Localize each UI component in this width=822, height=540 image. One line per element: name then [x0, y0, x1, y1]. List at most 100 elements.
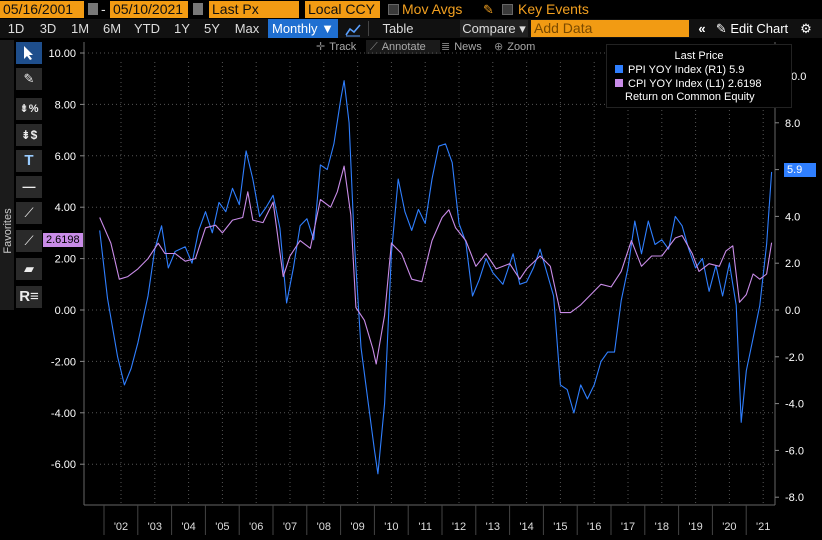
collapse-chevron-icon[interactable]: «	[698, 21, 706, 36]
x-tick-label: '04	[181, 521, 195, 533]
range-6m[interactable]: 6M	[102, 21, 122, 36]
legend-cpi[interactable]: CPI YOY Index (L1) 2.6198	[615, 78, 762, 90]
price-field-select[interactable]: Last Px	[209, 1, 299, 18]
pen-tool-icon[interactable]: ✎	[16, 68, 42, 90]
series-lines	[99, 80, 773, 475]
range-max[interactable]: Max	[234, 21, 260, 36]
legend-ppi-label: PPI YOY Index (R1) 5.9	[628, 64, 745, 76]
track-button[interactable]: ✛ Track	[316, 40, 356, 54]
legend: Last Price PPI YOY Index (R1) 5.9 CPI YO…	[606, 44, 792, 108]
right-tick-label: 2.0	[785, 258, 800, 270]
legend-cpi-label: CPI YOY Index (L1) 2.6198	[628, 78, 762, 90]
crosshair-icon: ✛	[316, 41, 326, 53]
mov-avgs-label: Mov Avgs	[402, 1, 463, 17]
track-label: Track	[329, 41, 357, 53]
right-tick-label: -8.0	[785, 492, 804, 504]
range-1m[interactable]: 1M	[70, 21, 90, 36]
x-tick-label: '07	[283, 521, 297, 533]
horizontal-line-icon[interactable]: —	[16, 176, 42, 198]
range-5y[interactable]: 5Y	[204, 21, 220, 36]
annotate-button[interactable]: ⟋ Annotate	[366, 40, 440, 54]
x-tick-label: '16	[587, 521, 601, 533]
key-events-checkbox[interactable]	[502, 4, 513, 15]
x-tick-label: '03	[148, 521, 162, 533]
x-tick-label: '19	[688, 521, 702, 533]
right-tick-label: 0.0	[785, 305, 800, 317]
start-date-field[interactable]: 05/16/2001	[0, 1, 84, 18]
range-1y[interactable]: 1Y	[174, 21, 190, 36]
trend-line-icon[interactable]: ⟋	[16, 202, 42, 224]
left-tick-label: -4.00	[51, 408, 76, 420]
right-tick-label: -2.0	[785, 352, 804, 364]
ppi-last-tag: 5.9	[784, 163, 816, 177]
end-date-field[interactable]: 05/10/2021	[110, 1, 188, 18]
right-tick-label: 8.0	[785, 118, 800, 130]
x-tick-label: '14	[519, 521, 533, 533]
legend-header: Last Price	[674, 50, 724, 62]
left-tick-label: 6.00	[55, 151, 76, 163]
ray-line-icon[interactable]: ⟋	[16, 230, 42, 252]
x-tick-label: '15	[553, 521, 567, 533]
cpi-yoy-index-line	[99, 165, 773, 365]
ppi-swatch	[615, 65, 623, 73]
range-toolbar: 1D 3D 1M 6M YTD 1Y 5Y Max Monthly ▼ Tabl…	[0, 19, 822, 38]
favorites-label[interactable]: Favorites	[2, 208, 14, 254]
edit-chart-button[interactable]: ✎ Edit Chart	[712, 19, 792, 38]
axes: '02 '03 '04 '05 '06 '07 '08 '09 '10 '11 '12 '13 '14 '…	[48, 42, 806, 535]
x-tick-label: '08	[317, 521, 331, 533]
left-tick-label: 0.00	[55, 305, 76, 317]
add-data-input[interactable]: Add Data	[531, 20, 689, 37]
left-tick-label: 2.00	[55, 254, 76, 266]
cpi-swatch	[615, 79, 623, 87]
x-tick-label: '09	[350, 521, 364, 533]
dollar-tool-icon[interactable]: ⇟$	[16, 124, 42, 146]
calendar-icon[interactable]	[88, 3, 98, 15]
chart-type-icon[interactable]	[342, 19, 364, 38]
compare-button[interactable]: Compare ▾	[460, 20, 528, 37]
legend-ppi[interactable]: PPI YOY Index (R1) 5.9	[615, 64, 744, 76]
grid	[84, 52, 775, 505]
top-bar: 05/16/2001 - 05/10/2021 Last Px Local CC…	[0, 0, 822, 19]
range-3d[interactable]: 3D	[39, 21, 57, 36]
x-tick-label: '13	[486, 521, 500, 533]
left-tick-label: 8.00	[55, 99, 76, 111]
mov-avgs-checkbox[interactable]	[388, 4, 399, 15]
zoom-button[interactable]: ⊕ Zoom	[494, 40, 535, 54]
text-tool-icon[interactable]: T	[16, 150, 42, 172]
news-icon: ≣	[441, 41, 451, 53]
frequency-select[interactable]: Monthly ▼	[268, 19, 338, 38]
regression-tool-icon[interactable]: R≡	[16, 286, 42, 308]
zoom-icon: ⊕	[494, 41, 504, 53]
left-tick-label: 10.00	[48, 48, 76, 60]
calendar-icon[interactable]	[193, 3, 203, 15]
right-tick-label: -4.0	[785, 399, 804, 411]
x-tick-label: '18	[655, 521, 669, 533]
news-label: News	[454, 41, 482, 53]
currency-select[interactable]: Local CCY	[305, 1, 380, 18]
legend-roe: Return on Common Equity	[625, 91, 755, 103]
annotate-label: Annotate	[381, 41, 426, 53]
favorites-sidebar: Favorites	[0, 40, 14, 310]
x-tick-label: '12	[452, 521, 466, 533]
date-separator: -	[101, 1, 106, 17]
channel-tool-icon[interactable]: ▰	[16, 258, 42, 280]
ppi-yoy-index-line	[99, 80, 773, 475]
zoom-label: Zoom	[507, 41, 536, 53]
news-button[interactable]: ≣ News	[441, 40, 482, 54]
cursor-icon[interactable]	[16, 42, 42, 64]
x-tick-label: '21	[756, 521, 770, 533]
gear-icon[interactable]: ⚙	[800, 21, 812, 36]
left-tick-label: -6.00	[51, 459, 76, 471]
left-tick-label: -2.00	[51, 356, 76, 368]
x-tick-label: '20	[722, 521, 736, 533]
percent-tool-icon[interactable]: ⇟%	[16, 98, 42, 120]
key-events-label: Key Events	[518, 1, 589, 17]
table-button[interactable]: Table	[382, 21, 414, 36]
x-tick-label: '17	[621, 521, 635, 533]
range-1d[interactable]: 1D	[7, 21, 25, 36]
left-tick-label: 4.00	[55, 202, 76, 214]
pencil-icon[interactable]: ✎	[483, 2, 494, 17]
range-ytd[interactable]: YTD	[134, 21, 160, 36]
x-tick-label: '02	[114, 521, 128, 533]
x-tick-label: '10	[384, 521, 398, 533]
